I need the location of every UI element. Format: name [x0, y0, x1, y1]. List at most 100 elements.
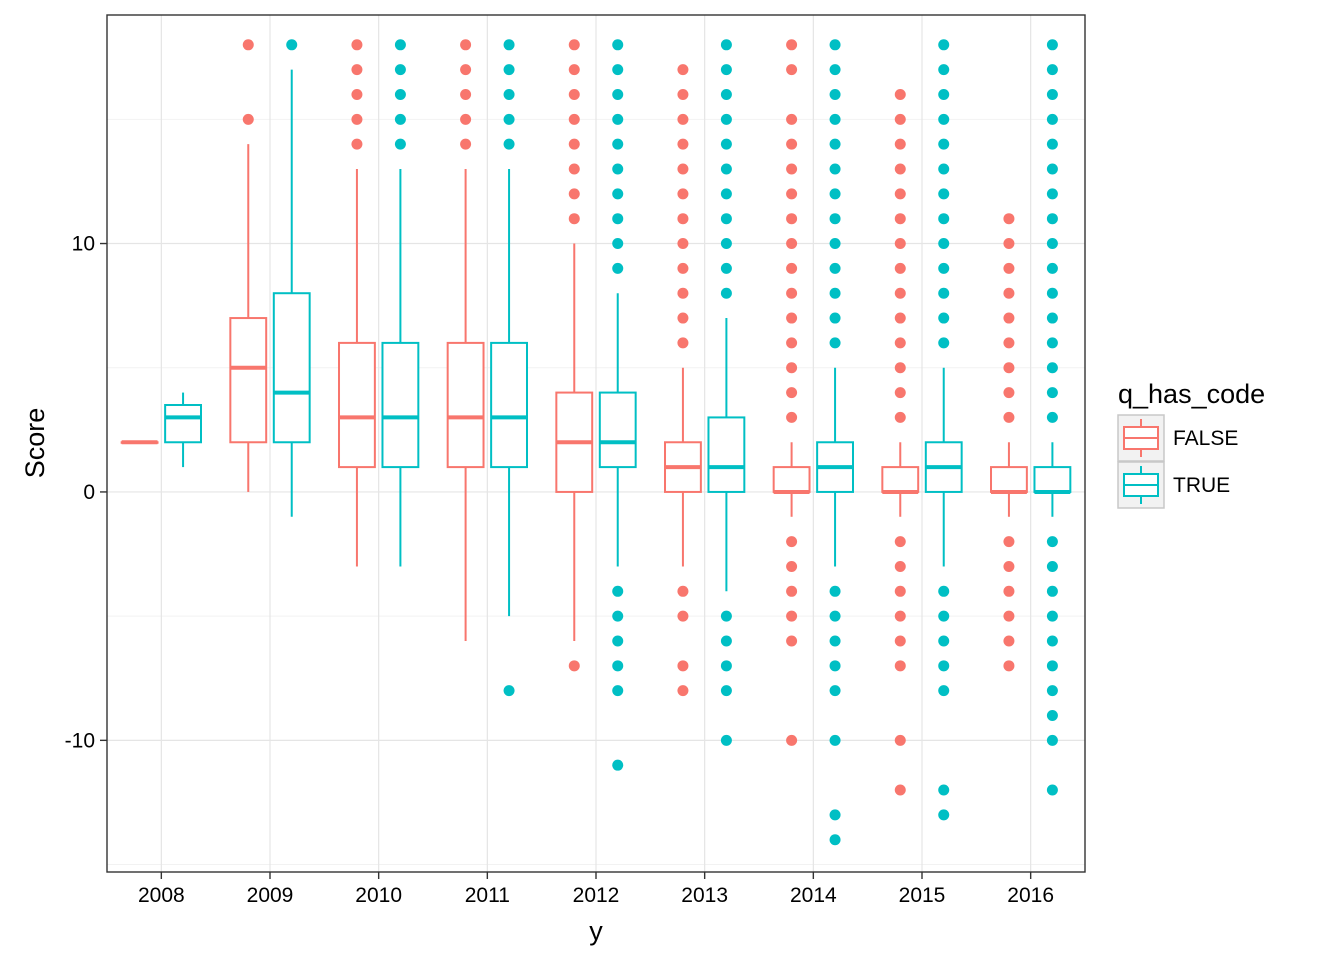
outlier-point: [786, 39, 798, 51]
y-tick-label: -10: [65, 729, 95, 752]
outlier-point: [938, 287, 950, 299]
box-false-2008: [120, 440, 159, 445]
outlier-point: [1046, 113, 1058, 125]
outlier-point: [894, 610, 906, 622]
outlier-point: [720, 138, 732, 150]
legend-title: q_has_code: [1118, 379, 1265, 409]
outlier-point: [786, 312, 798, 324]
legend-item-true: TRUE: [1117, 461, 1230, 509]
outlier-point: [829, 163, 841, 175]
outlier-point: [1046, 287, 1058, 299]
box-false-2011: [446, 39, 485, 641]
outlier-point: [894, 635, 906, 647]
outlier-point: [394, 113, 406, 125]
outlier-point: [1046, 660, 1058, 672]
outlier-point: [938, 312, 950, 324]
outlier-point: [938, 238, 950, 250]
outlier-point: [1046, 610, 1058, 622]
outlier-point: [1003, 660, 1015, 672]
outlier-point: [612, 188, 624, 200]
outlier-point: [1003, 387, 1015, 399]
outlier-point: [720, 238, 732, 250]
outlier-point: [1046, 213, 1058, 225]
outlier-point: [1046, 337, 1058, 349]
outlier-point: [394, 138, 406, 150]
outlier-point: [1003, 262, 1015, 274]
outlier-point: [677, 312, 689, 324]
outlier-point: [829, 238, 841, 250]
outlier-point: [677, 262, 689, 274]
axes: -10 0 10 2008 2009 2010 2011 2012 2013 2014 2015 20…: [65, 233, 1054, 907]
outlier-point: [829, 809, 841, 821]
outlier-point: [894, 734, 906, 746]
legend-label: FALSE: [1173, 427, 1238, 450]
outlier-point: [720, 734, 732, 746]
outlier-point: [1046, 39, 1058, 51]
x-axis-title: y: [589, 916, 603, 946]
outlier-point: [720, 163, 732, 175]
outlier-point: [894, 362, 906, 374]
x-tick-label: 2011: [465, 884, 510, 907]
outlier-point: [938, 610, 950, 622]
outlier-point: [1003, 585, 1015, 597]
outlier-point: [720, 635, 732, 647]
outlier-point: [394, 39, 406, 51]
box-false-2012: [555, 39, 594, 672]
outlier-point: [677, 685, 689, 697]
outlier-point: [894, 660, 906, 672]
outlier-point: [568, 64, 580, 76]
outlier-point: [460, 138, 472, 150]
outlier-point: [894, 113, 906, 125]
outlier-point: [568, 39, 580, 51]
outlier-point: [612, 138, 624, 150]
outlier-point: [1046, 635, 1058, 647]
outlier-point: [1046, 238, 1058, 250]
outlier-point: [677, 64, 689, 76]
box-false-2013: [664, 64, 702, 697]
outlier-point: [568, 660, 580, 672]
box-true-2015: [924, 39, 963, 821]
outlier-point: [894, 88, 906, 100]
outlier-point: [829, 113, 841, 125]
box-true-2012: [598, 39, 637, 771]
outlier-point: [351, 138, 363, 150]
outlier-point: [786, 262, 798, 274]
outlier-point: [894, 188, 906, 200]
outlier-point: [829, 88, 841, 100]
outlier-point: [829, 287, 841, 299]
outlier-point: [786, 734, 798, 746]
outlier-point: [720, 88, 732, 100]
outlier-point: [612, 262, 624, 274]
box-iqr: [229, 317, 268, 444]
outlier-point: [568, 163, 580, 175]
box-iqr: [598, 391, 637, 469]
outlier-point: [829, 337, 841, 349]
outlier-point: [568, 88, 580, 100]
outlier-point: [1046, 262, 1058, 274]
outlier-point: [894, 213, 906, 225]
outlier-point: [612, 685, 624, 697]
outlier-point: [1003, 238, 1015, 250]
outlier-point: [786, 411, 798, 423]
outlier-point: [503, 64, 515, 76]
outlier-point: [720, 660, 732, 672]
box-iqr: [338, 341, 376, 469]
outlier-point: [568, 213, 580, 225]
outlier-point: [612, 113, 624, 125]
box-true-2014: [816, 39, 854, 846]
outlier-point: [894, 536, 906, 548]
outlier-point: [786, 287, 798, 299]
outlier-point: [1003, 536, 1015, 548]
outlier-point: [1046, 64, 1058, 76]
outlier-point: [612, 238, 624, 250]
outlier-point: [829, 685, 841, 697]
outlier-point: [720, 213, 732, 225]
outlier-point: [786, 113, 798, 125]
outlier-point: [829, 660, 841, 672]
box-false-2015: [881, 88, 920, 796]
outlier-point: [938, 88, 950, 100]
outlier-point: [612, 213, 624, 225]
outlier-point: [677, 163, 689, 175]
x-tick-label: 2010: [355, 884, 402, 907]
box-false-2009: [229, 39, 268, 492]
